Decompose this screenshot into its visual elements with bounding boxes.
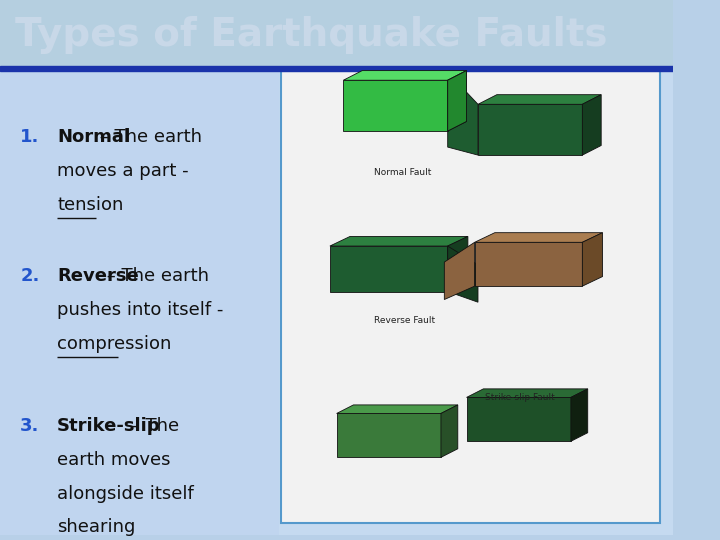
Text: Reverse: Reverse <box>57 267 139 286</box>
Text: Types of Earthquake Faults: Types of Earthquake Faults <box>15 16 607 54</box>
FancyBboxPatch shape <box>0 0 673 67</box>
Polygon shape <box>343 80 448 131</box>
Polygon shape <box>571 389 588 441</box>
FancyBboxPatch shape <box>0 0 673 535</box>
Polygon shape <box>474 242 582 286</box>
Text: Strike-slip: Strike-slip <box>57 417 161 435</box>
Polygon shape <box>330 237 468 246</box>
Text: shearing: shearing <box>57 518 135 536</box>
Polygon shape <box>448 246 478 302</box>
Polygon shape <box>582 94 601 155</box>
Polygon shape <box>448 71 467 131</box>
Text: – The: – The <box>125 417 179 435</box>
Polygon shape <box>343 71 467 80</box>
Polygon shape <box>478 94 601 104</box>
Polygon shape <box>448 72 478 155</box>
Text: moves a part -: moves a part - <box>57 162 189 180</box>
Text: 1.: 1. <box>20 129 40 146</box>
Bar <box>0 66 673 71</box>
Polygon shape <box>467 389 588 397</box>
Text: 2.: 2. <box>20 267 40 286</box>
Polygon shape <box>448 71 467 131</box>
FancyBboxPatch shape <box>282 71 660 523</box>
Polygon shape <box>330 246 448 292</box>
FancyBboxPatch shape <box>0 71 279 535</box>
Text: alongside itself: alongside itself <box>57 484 194 503</box>
Text: pushes into itself -: pushes into itself - <box>57 301 224 319</box>
Text: Normal: Normal <box>57 129 130 146</box>
Polygon shape <box>448 237 468 292</box>
Text: Strike-slip Fault: Strike-slip Fault <box>485 393 554 402</box>
Text: 3.: 3. <box>20 417 40 435</box>
Polygon shape <box>478 104 582 155</box>
Polygon shape <box>444 242 474 300</box>
Polygon shape <box>337 405 458 414</box>
Text: Reverse Fault: Reverse Fault <box>374 315 435 325</box>
Text: – The earth: – The earth <box>94 129 202 146</box>
Text: – The earth: – The earth <box>101 267 209 286</box>
Polygon shape <box>582 233 603 286</box>
Polygon shape <box>441 405 458 457</box>
Text: compression: compression <box>57 335 171 353</box>
Polygon shape <box>337 414 441 457</box>
Text: earth moves: earth moves <box>57 451 171 469</box>
Text: tension: tension <box>57 196 124 214</box>
Polygon shape <box>474 233 603 242</box>
Text: Normal Fault: Normal Fault <box>374 168 431 178</box>
Polygon shape <box>467 397 571 441</box>
